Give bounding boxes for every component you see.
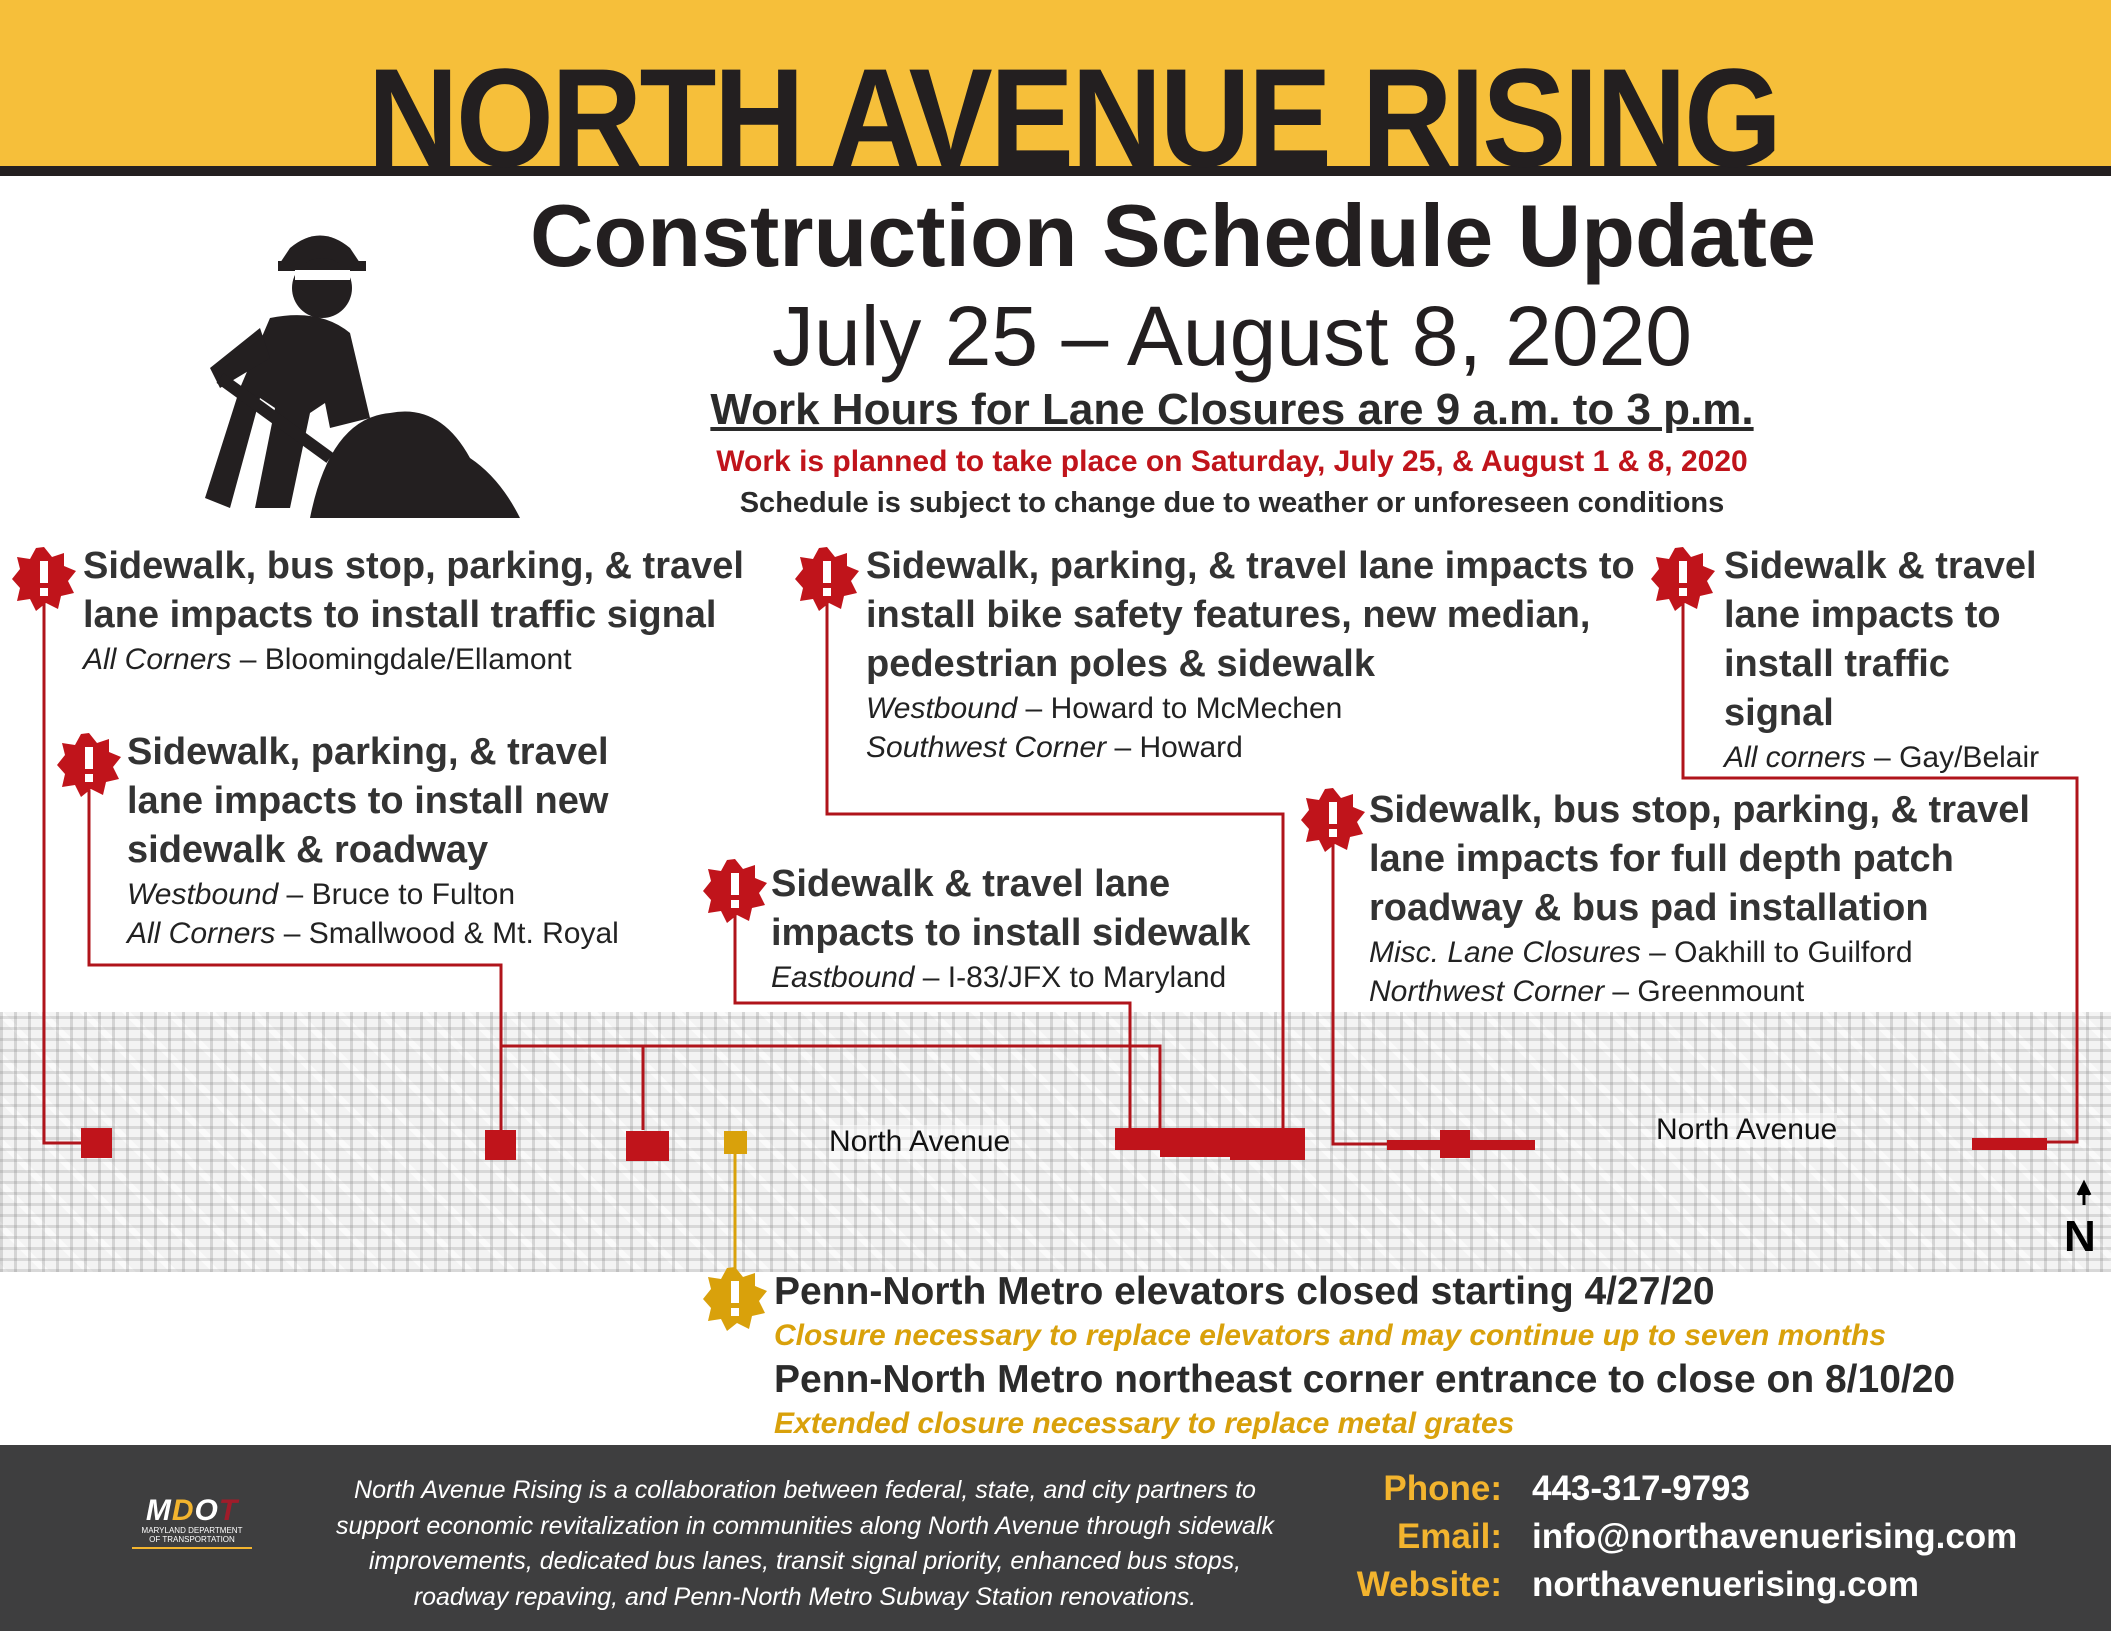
impact-box: Sidewalk, bus stop, parking, & travel la… (83, 542, 783, 679)
mdot-logo: MDOT MARYLAND DEPARTMENT OF TRANSPORTATI… (132, 1496, 252, 1549)
impact-box: Sidewalk, bus stop, parking, & travel la… (1369, 786, 2089, 1011)
connector-line (501, 1044, 1162, 1130)
road-label: North Avenue (1656, 1113, 1838, 1147)
alert-starburst-icon (703, 859, 767, 923)
alert-starburst-icon (1301, 788, 1365, 852)
metro-note: Closure necessary to replace elevators a… (774, 1319, 1887, 1352)
impact-title: Sidewalk & travel lane impacts to instal… (1724, 545, 2037, 734)
alert-starburst-icon (57, 733, 121, 797)
road-label: North Avenue (829, 1125, 1011, 1159)
impact-detail: All Corners – Smallwood & Mt. Royal (127, 917, 619, 950)
contact-list: Phone: 443-317-9793 Email: info@northavenu… (1272, 1467, 2018, 1611)
footer (0, 1445, 2111, 1631)
alert-starburst-icon (1651, 547, 1715, 611)
metro-note: Extended closure necessary to replace me… (774, 1407, 1515, 1440)
work-hours: Work Hours for Lane Closures are 9 a.m. … (710, 385, 1754, 434)
impact-detail: Misc. Lane Closures – Oakhill to Guilfor… (1369, 936, 1913, 969)
impact-title: Sidewalk, bus stop, parking, & travel la… (1369, 789, 2030, 929)
impact-detail: Eastbound – I-83/JFX to Maryland (771, 961, 1227, 994)
work-zone-marker (1972, 1138, 2047, 1150)
work-zone-marker (1300, 1138, 1304, 1146)
work-zone-marker (81, 1128, 112, 1158)
planned-dates: Work is planned to take place on Saturda… (716, 445, 1748, 478)
impact-title: Sidewalk, parking, & travel lane impacts… (866, 545, 1635, 685)
work-zone-marker (626, 1131, 669, 1161)
alert-starburst-icon (703, 1267, 767, 1331)
impact-title: Sidewalk & travel lane impacts to instal… (771, 863, 1251, 954)
work-zone-marker (1230, 1130, 1305, 1160)
impact-detail: All corners – Gay/Belair (1724, 741, 2040, 774)
metro-notice: Penn-North Metro elevators closed starti… (774, 1270, 1955, 1446)
impact-detail: All Corners – Bloomingdale/Ellamont (83, 643, 572, 676)
connector-line (42, 600, 85, 1145)
email-link[interactable]: info@northavenuerising.com (1532, 1517, 2018, 1556)
north-arrow-icon (2076, 1179, 2092, 1205)
connector-line (1681, 600, 2079, 1144)
schedule-disclaimer: Schedule is subject to change due to wea… (739, 487, 1725, 519)
impact-box: Sidewalk, parking, & travel lane impacts… (866, 542, 1646, 767)
footer-description: North Avenue Rising is a collaboration b… (335, 1476, 1274, 1611)
impact-box: Sidewalk, parking, & travel lane impacts… (127, 728, 657, 953)
header-band (0, 0, 2111, 176)
impact-title: Sidewalk, bus stop, parking, & travel la… (83, 545, 744, 636)
metro-heading: Penn-North Metro elevators closed starti… (774, 1270, 1715, 1313)
work-zone-marker (485, 1130, 516, 1160)
page-subtitle: Construction Schedule Update (530, 186, 1816, 285)
impact-box: Sidewalk & travel lane impacts to instal… (1724, 542, 2069, 777)
alert-starburst-icon (795, 547, 859, 611)
logo-mark: MDOT (145, 1494, 239, 1527)
metro-marker (724, 1131, 747, 1154)
alert-starburst-icon (12, 547, 76, 611)
connector-line (733, 890, 1132, 1130)
metro-heading: Penn-North Metro northeast corner entran… (774, 1358, 1956, 1401)
north-label: N (2064, 1212, 2096, 1261)
impact-title: Sidewalk, parking, & travel lane impacts… (127, 731, 609, 871)
impact-detail: Northwest Corner – Greenmount (1369, 975, 1805, 1008)
impact-detail: Southwest Corner – Howard (866, 731, 1243, 764)
impact-detail: Westbound – Howard to McMechen (866, 692, 1343, 725)
impact-detail: Westbound – Bruce to Fulton (127, 878, 516, 911)
work-zone-marker (1440, 1130, 1470, 1158)
website-link[interactable]: northavenuerising.com (1532, 1565, 1920, 1604)
phone-link[interactable]: 443-317-9793 (1532, 1469, 1750, 1508)
date-range: July 25 – August 8, 2020 (771, 289, 1693, 383)
impact-box: Sidewalk & travel lane impacts to instal… (771, 860, 1291, 997)
page-title: NORTH AVENUE RISING (367, 39, 1782, 196)
connector-line (825, 600, 1285, 1130)
construction-worker-shoveling-icon (205, 235, 520, 518)
